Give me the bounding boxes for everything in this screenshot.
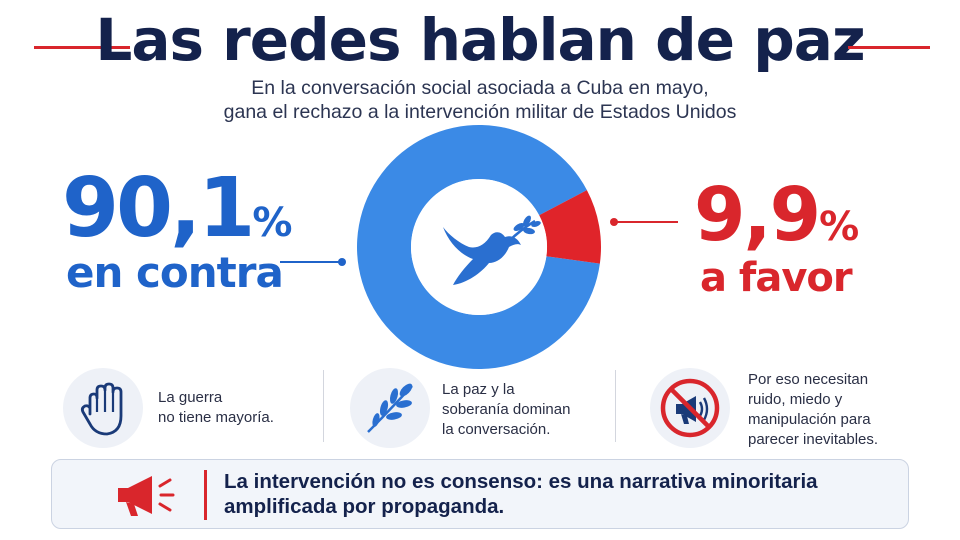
leader-dot-contra (338, 258, 346, 266)
banner-separator (204, 470, 207, 520)
icon-circle (63, 368, 143, 448)
point-line: parecer inevitables. (748, 431, 879, 448)
unit-a-favor: % (819, 204, 860, 250)
point-line: ruido, miedo y (748, 391, 843, 408)
donut-hole (411, 179, 547, 315)
megaphone-icon (118, 476, 175, 516)
title-rule-left (34, 46, 130, 49)
dove-olive-branch-icon (443, 215, 541, 285)
divider (615, 370, 616, 442)
raised-hand-icon (80, 382, 123, 436)
point-noise-fear: Por eso necesitan ruido, miedo y manipul… (650, 366, 940, 450)
icon-circle (650, 368, 730, 448)
point-text: La guerra no tiene mayoría. (158, 388, 274, 428)
subtitle: En la conversación social asociada a Cub… (0, 76, 960, 124)
data-label-en-contra: 90,1% (62, 168, 292, 250)
point-line: Por eso necesitan (748, 371, 869, 388)
subtitle-line-1: En la conversación social asociada a Cub… (251, 77, 709, 99)
point-line: La paz y la (442, 381, 515, 398)
leader-dot-favor (610, 218, 618, 226)
value-en-contra: 90,1 (62, 161, 255, 256)
label-en-contra: en contra (66, 248, 284, 297)
divider (323, 370, 324, 442)
unit-en-contra: % (252, 200, 293, 246)
title-row: Las redes hablan de paz (0, 4, 960, 82)
no-megaphone-icon (660, 378, 720, 438)
page-title: Las redes hablan de paz (95, 6, 865, 74)
value-a-favor: 9,9 (694, 172, 821, 258)
subtitle-line-2: gana el rechazo a la intervención milita… (223, 101, 737, 123)
point-text: La paz y la soberanía dominan la convers… (442, 380, 570, 440)
point-text: Por eso necesitan ruido, miedo y manipul… (748, 370, 878, 450)
label-a-favor: a favor (700, 255, 853, 301)
olive-branch-icon (367, 383, 413, 433)
point-line: no tiene mayoría. (158, 409, 274, 426)
point-line: soberanía dominan (442, 401, 571, 418)
icon-circle (350, 368, 430, 448)
title-rule-right (848, 46, 930, 49)
data-label-a-favor: 9,9% (694, 178, 859, 252)
banner-text: La intervención no es consenso: es una n… (224, 469, 904, 519)
point-line: La guerra (158, 389, 223, 406)
point-war-no-majority: La guerra no tiene mayoría. (63, 366, 323, 450)
conclusion-banner: La intervención no es consenso: es una n… (51, 459, 909, 529)
point-peace-sovereignty: La paz y la soberanía dominan la convers… (350, 366, 610, 450)
slice-a-favor (539, 190, 602, 264)
point-line: la conversación. (442, 421, 551, 438)
banner-line: La intervención no es consenso: es una n… (224, 470, 818, 493)
point-line: manipulación para (748, 411, 871, 428)
slice-en-contra (356, 125, 600, 370)
banner-line: amplificada por propaganda. (224, 495, 505, 518)
